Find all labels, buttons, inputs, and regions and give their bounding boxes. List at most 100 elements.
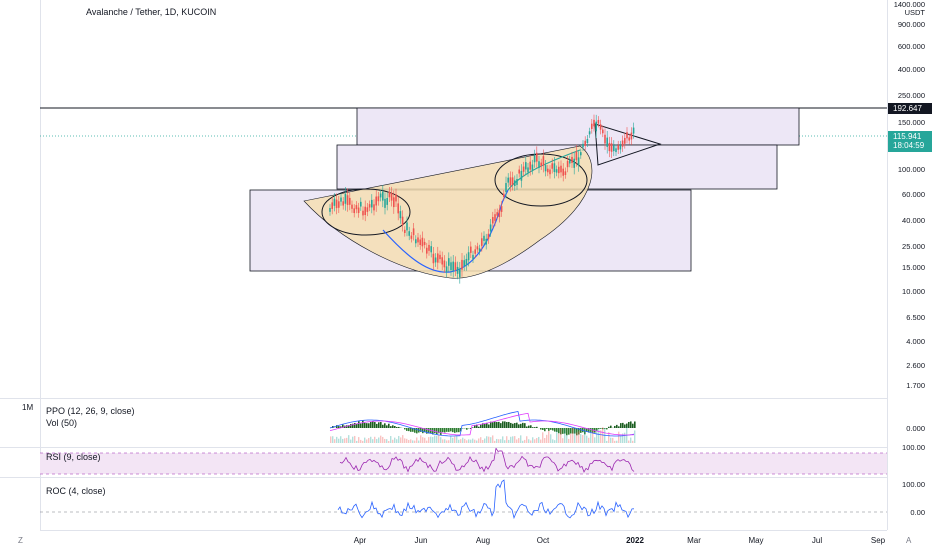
volume-bar (532, 437, 533, 443)
volume-bar (352, 437, 353, 443)
ppo-histogram-bar (386, 425, 388, 428)
pane-divider[interactable] (0, 477, 932, 478)
price-tick: 150.000 (898, 118, 925, 127)
ppo-histogram-bar (548, 428, 550, 431)
volume-bar (566, 435, 567, 443)
volume-bar (542, 432, 543, 443)
volume-bar (484, 439, 485, 443)
ppo-histogram-bar (516, 423, 518, 428)
candle-body (430, 246, 432, 252)
volume-bar (556, 431, 557, 443)
volume-bar (468, 439, 469, 443)
rsi-tick: 100.00 (902, 443, 925, 452)
price-tick: 250.000 (898, 91, 925, 100)
ppo-histogram-bar (406, 428, 408, 431)
pane-divider[interactable] (0, 447, 932, 448)
ppo-histogram-bar (608, 427, 610, 428)
ppo-histogram-bar (474, 425, 476, 428)
volume-bar (386, 439, 387, 443)
volume-bar (458, 440, 459, 443)
ppo-label[interactable]: PPO (12, 26, 9, close) (46, 406, 135, 416)
volume-bar (518, 438, 519, 443)
roc-label[interactable]: ROC (4, close) (46, 486, 106, 496)
ppo-histogram-bar (614, 426, 616, 428)
candle-body (367, 207, 369, 212)
candle-body (422, 238, 424, 247)
candle-body (551, 163, 553, 168)
candle-body (384, 199, 386, 208)
volume-bar (576, 432, 577, 443)
timezone-toggle[interactable]: Z (18, 536, 23, 545)
ppo-histogram-bar (496, 422, 498, 428)
ppo-histogram-bar (366, 423, 368, 428)
candle-body (463, 260, 465, 266)
main-chart-pane[interactable]: Avalanche / Tether, 1D, KUCOIN (40, 0, 887, 398)
ppo-histogram-bar (456, 428, 458, 432)
candle-body (510, 177, 512, 185)
rsi-label[interactable]: RSI (9, close) (46, 452, 101, 462)
ppo-histogram-bar (488, 425, 490, 428)
ppo-histogram-bar (540, 428, 542, 430)
volume-bar (370, 437, 371, 443)
volume-bar (478, 438, 479, 443)
ppo-histogram-bar (522, 423, 524, 428)
ppo-histogram-bar (568, 428, 570, 435)
candle-body (336, 200, 338, 208)
volume-bar (480, 437, 481, 443)
volume-bar (466, 440, 467, 443)
time-axis[interactable]: Apr Jun Aug Oct 2022 Mar May Jul Sep (40, 530, 887, 551)
candle-body (461, 260, 463, 270)
range-box-top[interactable] (357, 108, 799, 145)
volume-bar (476, 441, 477, 443)
ppo-histogram-bar (606, 428, 608, 429)
candle-body (617, 145, 619, 150)
candle-body (598, 120, 600, 124)
ppo-histogram-bar (512, 424, 514, 428)
candle-body (397, 203, 399, 213)
candle-body (554, 163, 556, 172)
volume-bar (546, 435, 547, 443)
ppo-histogram-bar (408, 428, 410, 431)
volume-bar (614, 441, 615, 443)
candle-body (589, 131, 591, 134)
ppo-histogram-bar (542, 428, 544, 430)
ppo-histogram-bar (368, 423, 370, 428)
candle-body (413, 228, 415, 235)
volume-bar (632, 441, 633, 443)
ppo-histogram-bar (628, 422, 630, 428)
price-chart[interactable] (40, 0, 887, 398)
candle-body (472, 255, 474, 259)
volume-bar (412, 440, 413, 443)
volume-bar (438, 435, 439, 443)
candle-body (543, 156, 545, 165)
price-tick: 10.000 (902, 287, 925, 296)
symbol-title[interactable]: Avalanche / Tether, 1D, KUCOIN (86, 7, 216, 17)
candle-body (626, 132, 628, 138)
volume-bar (620, 436, 621, 443)
candle-body (380, 193, 382, 197)
volume-bar (440, 437, 441, 443)
price-tick: 4.000 (906, 337, 925, 346)
ppo-histogram-bar (630, 421, 632, 428)
volume-bar (382, 437, 383, 443)
candle-body (375, 197, 377, 206)
ppo-histogram-bar (600, 428, 602, 429)
price-tick: 60.000 (902, 190, 925, 199)
volume-bar (380, 436, 381, 443)
ppo-histogram-bar (394, 426, 396, 428)
candle-body (411, 236, 413, 239)
ppo-histogram-bar (376, 424, 378, 428)
candle-body (400, 211, 402, 218)
auto-scale-toggle[interactable]: A (906, 536, 911, 545)
candle-body (560, 166, 562, 173)
candle-body (468, 252, 470, 260)
volume-bar (390, 436, 391, 443)
volume-bar (584, 428, 585, 443)
candle-body (378, 196, 380, 201)
candle-body (499, 210, 501, 217)
candle-body (340, 198, 342, 202)
vol-label[interactable]: Vol (50) (46, 418, 77, 428)
ppo-histogram-bar (530, 425, 532, 428)
volume-bar (340, 436, 341, 443)
